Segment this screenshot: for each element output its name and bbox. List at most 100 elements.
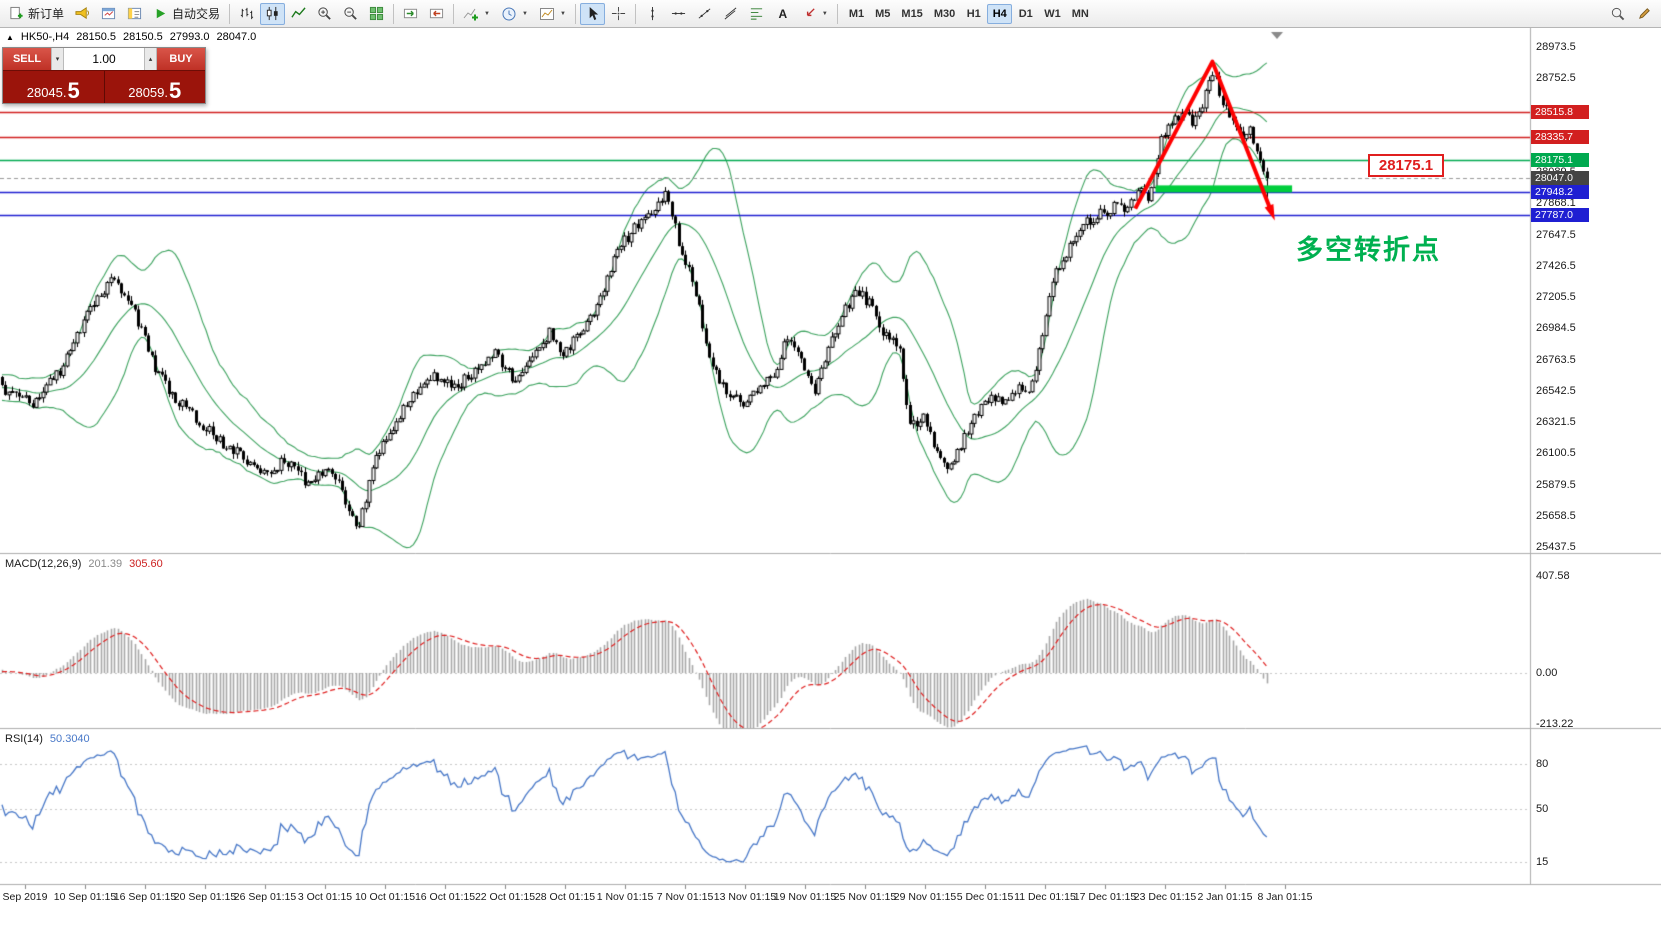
dropdown-caret-icon: ▼ [559, 10, 566, 17]
timeframe-mn-button[interactable]: MN [1071, 7, 1089, 20]
periods-button[interactable]: ▼ [496, 3, 533, 25]
price-axis-tick: 27205.5 [1536, 291, 1576, 303]
edit-button[interactable] [1632, 3, 1657, 25]
line-chart-button[interactable] [286, 3, 311, 25]
zoom-out-icon [344, 7, 357, 20]
price-axis-tick: 25437.5 [1536, 541, 1576, 553]
zoom-in-button[interactable] [312, 3, 337, 25]
macd-indicator-label: MACD(12,26,9) 201.39 305.60 [5, 558, 163, 570]
price-axis-tick: 27426.5 [1536, 259, 1576, 272]
candlestick-chart-button[interactable] [260, 2, 286, 25]
vertical-line-button[interactable] [640, 3, 665, 25]
timeframe-m30-button[interactable]: M30 [933, 7, 956, 20]
timeframe-m15-button[interactable]: M15 [901, 7, 923, 20]
bar-chart-icon [240, 7, 254, 20]
auto-scroll-button[interactable] [398, 3, 423, 25]
chart-ohlc-header: ▲ HK50-,H4 28150.5 28150.5 27993.0 28047… [6, 31, 256, 43]
sell-button[interactable]: SELL [3, 48, 51, 70]
search-button[interactable] [1605, 3, 1630, 25]
autotrade-play-icon [156, 8, 166, 19]
time-axis-label: 13 Nov 01:15 [713, 891, 777, 903]
chart-shift-button[interactable] [424, 3, 449, 25]
indicators-button[interactable]: ▼ [458, 3, 495, 25]
ohlc-open: 28150.5 [76, 31, 116, 43]
template-icon [539, 7, 554, 20]
price-callout-box[interactable]: 28175.1 [1368, 154, 1444, 177]
time-axis-label: 10 Oct 01:15 [354, 891, 416, 903]
price-axis-tick: 27647.5 [1536, 228, 1576, 241]
price-axis-tick: 27868.1 [1536, 197, 1576, 210]
sell-price-big-digit: 5 [67, 78, 80, 103]
horn-icon [75, 6, 89, 20]
zoom-in-icon [318, 7, 331, 20]
price-axis-tick: 26542.5 [1536, 384, 1576, 397]
market-watch-icon [101, 7, 116, 20]
trendline-icon [698, 8, 711, 19]
sell-price-display[interactable]: 28045. 5 [3, 71, 104, 103]
rsi-axis-tick: 80 [1536, 758, 1549, 770]
zoom-out-button[interactable] [338, 3, 363, 25]
price-level-tag: 27948.2 [1531, 184, 1589, 199]
tile-windows-icon [369, 6, 384, 21]
toolbar-right-group [1605, 3, 1657, 25]
autotrade-button[interactable]: 自动交易 [148, 3, 225, 25]
timeframe-w1-button[interactable]: W1 [1044, 7, 1061, 20]
time-axis-label: 1 Nov 01:15 [596, 891, 654, 903]
price-chart-canvas[interactable] [0, 28, 1661, 952]
navigator-button[interactable] [122, 3, 147, 25]
time-axis-label: 8 Jan 01:15 [1257, 891, 1313, 903]
new-order-icon [10, 6, 23, 20]
time-axis-label: 17 Dec 01:15 [1073, 891, 1137, 903]
price-axis-tick: 26100.5 [1536, 447, 1576, 460]
chart-annotation-text[interactable]: 多空转折点 [1296, 235, 1441, 265]
channel-button[interactable] [718, 3, 743, 25]
volume-input[interactable]: 1.00 [64, 48, 144, 70]
current-price-tag: 28047.0 [1531, 171, 1589, 185]
time-axis-label: 2 Jan 01:15 [1197, 891, 1253, 903]
templates-button[interactable]: ▼ [534, 3, 571, 25]
market-watch-button[interactable] [96, 3, 121, 25]
crosshair-button[interactable] [606, 3, 631, 25]
time-axis-label: 16 Sep 01:15 [113, 891, 177, 903]
time-axis-label: 26 Sep 01:15 [233, 891, 297, 903]
buy-button[interactable]: BUY [157, 48, 205, 70]
trade-widget-top-row: SELL ▾ 1.00 ▴ BUY [3, 48, 205, 70]
time-axis-label: 3 Oct 01:15 [297, 891, 353, 903]
volume-decrease-button[interactable]: ▾ [51, 48, 64, 70]
trendline-button[interactable] [692, 3, 717, 25]
bar-chart-button[interactable] [234, 3, 259, 25]
timeframe-h1-button[interactable]: H1 [966, 7, 981, 20]
macd-axis-tick: 0.00 [1536, 667, 1558, 679]
price-axis-tick: 28752.5 [1536, 72, 1576, 85]
cursor-button[interactable] [579, 2, 605, 25]
buy-price-display[interactable]: 28059. 5 [103, 71, 205, 103]
price-axis-tick: 25658.5 [1536, 509, 1576, 522]
buy-price-big-digit: 5 [169, 78, 182, 103]
text-tool-button[interactable]: A [770, 3, 796, 25]
ohlc-low: 27993.0 [169, 31, 210, 43]
horizontal-line-button[interactable] [666, 3, 691, 25]
volume-increase-button[interactable]: ▴ [144, 48, 157, 70]
alerts-button[interactable] [70, 3, 95, 25]
time-axis-label: 28 Oct 01:15 [534, 891, 596, 903]
chart-symbol: HK50-,H4 [20, 31, 70, 43]
price-level-tag: 28175.1 [1531, 152, 1589, 167]
macd-name: MACD(12,26,9) [5, 558, 82, 570]
time-axis-label: 16 Oct 01:15 [414, 891, 476, 903]
timeframe-d1-button[interactable]: D1 [1018, 7, 1033, 20]
time-axis-label: 23 Dec 01:15 [1133, 891, 1197, 903]
chart-panel[interactable]: ▲ HK50-,H4 28150.5 28150.5 27993.0 28047… [0, 28, 1661, 952]
ohlc-high: 28150.5 [122, 31, 163, 43]
price-level-tag: 28335.7 [1531, 130, 1589, 145]
tile-windows-button[interactable] [364, 3, 389, 25]
timeframe-m5-button[interactable]: M5 [875, 7, 891, 20]
timeframe-m1-button[interactable]: M1 [848, 7, 865, 20]
search-icon [1611, 7, 1625, 21]
timeframe-h4-button[interactable]: H4 [987, 3, 1013, 24]
time-axis-label: 7 Nov 01:15 [656, 891, 714, 903]
time-axis-label: 25 Nov 01:15 [833, 891, 897, 903]
horizontal-line-icon [671, 12, 685, 15]
fibonacci-button[interactable] [744, 3, 769, 25]
new-order-button[interactable]: 新订单 [4, 3, 69, 25]
arrows-tool-button[interactable]: ▼ [797, 3, 833, 25]
